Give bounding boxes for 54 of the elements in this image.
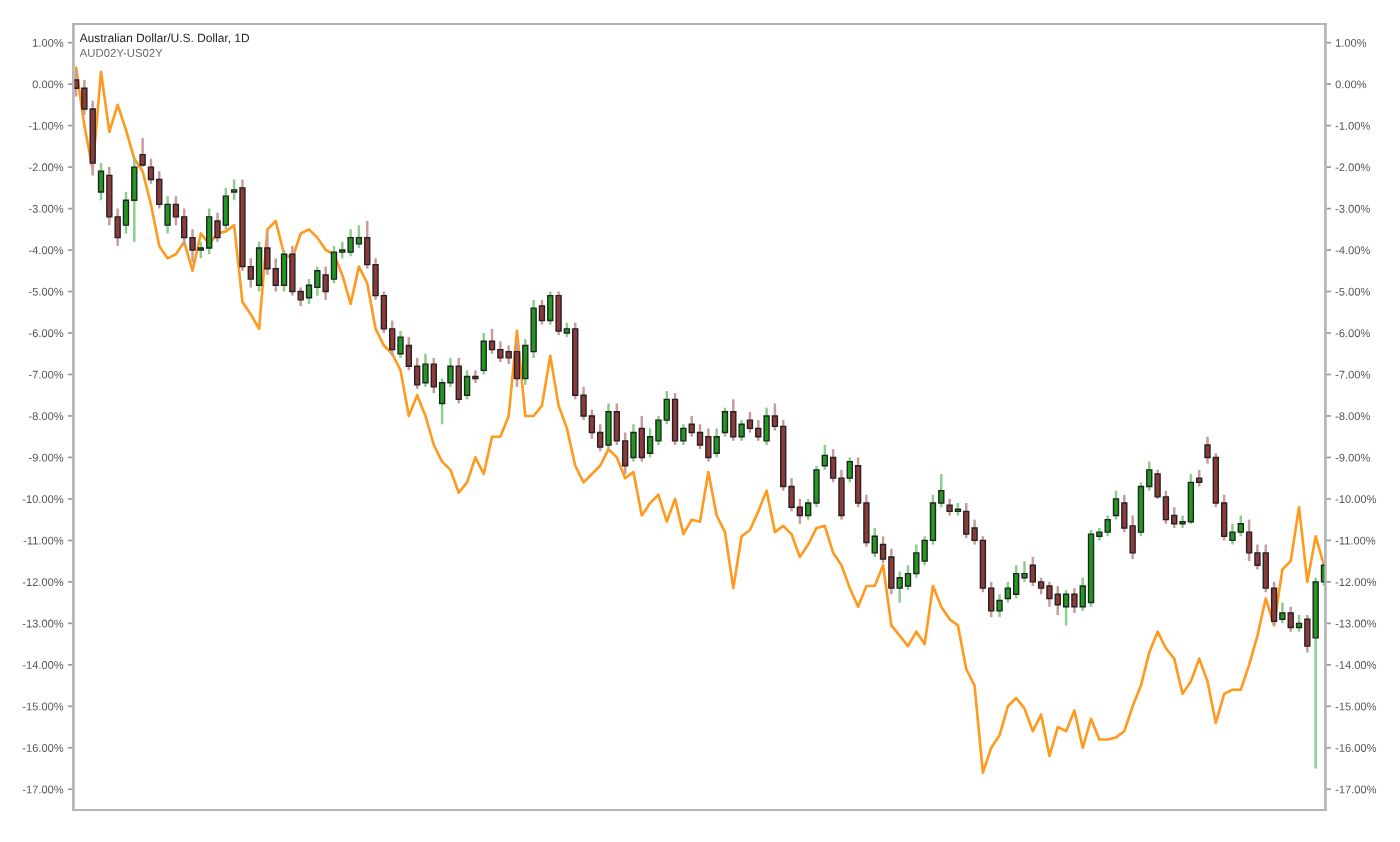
candlestick	[713, 427, 720, 459]
candlestick	[305, 277, 313, 306]
candlestick	[721, 406, 729, 438]
candlestick	[888, 547, 895, 596]
candlestick	[513, 340, 521, 389]
candlestick	[646, 427, 654, 459]
candlestick	[1029, 555, 1036, 588]
candlestick	[1062, 588, 1070, 627]
candlestick	[696, 423, 704, 451]
candlestick	[1287, 605, 1294, 633]
line-series	[74, 66, 1326, 774]
candlestick	[222, 186, 230, 231]
candlestick	[1004, 580, 1012, 604]
candlestick	[913, 543, 920, 579]
candlestick	[480, 331, 487, 376]
candlestick	[497, 340, 504, 364]
candlestick	[963, 501, 970, 540]
candlestick	[1012, 564, 1020, 600]
candlestick	[1046, 580, 1053, 609]
candlestick	[314, 265, 321, 297]
candlestick	[547, 290, 554, 326]
candlestick	[463, 369, 471, 401]
candlestick	[139, 136, 146, 169]
candlestick	[1054, 584, 1061, 617]
candlestick	[630, 423, 637, 463]
candlestick	[755, 418, 762, 443]
candlestick	[181, 207, 188, 248]
candlestick	[738, 418, 745, 443]
candlestick	[280, 248, 288, 293]
candlestick	[763, 406, 770, 447]
candlestick	[1071, 586, 1078, 615]
candlestick	[1104, 514, 1111, 538]
candlestick	[730, 398, 737, 443]
candlestick	[688, 414, 695, 438]
candlestick	[821, 443, 829, 472]
candlestick	[996, 593, 1003, 619]
candlestick	[638, 414, 645, 463]
candlestick	[330, 244, 338, 285]
candlestick	[347, 228, 354, 258]
candlestick	[1112, 489, 1120, 521]
candlestick	[131, 157, 138, 244]
candlestick	[555, 290, 562, 337]
candlestick	[705, 427, 712, 463]
candlestick	[255, 240, 263, 293]
candlestick	[605, 402, 612, 451]
candlestick	[205, 207, 213, 256]
candlestick	[1245, 518, 1253, 563]
candlestick	[813, 464, 820, 509]
candlestick	[455, 356, 462, 405]
candlestick	[746, 410, 754, 434]
candlestick	[422, 352, 429, 389]
candlestick	[1187, 472, 1195, 526]
candlestick	[397, 329, 404, 360]
candlestick	[671, 391, 679, 447]
